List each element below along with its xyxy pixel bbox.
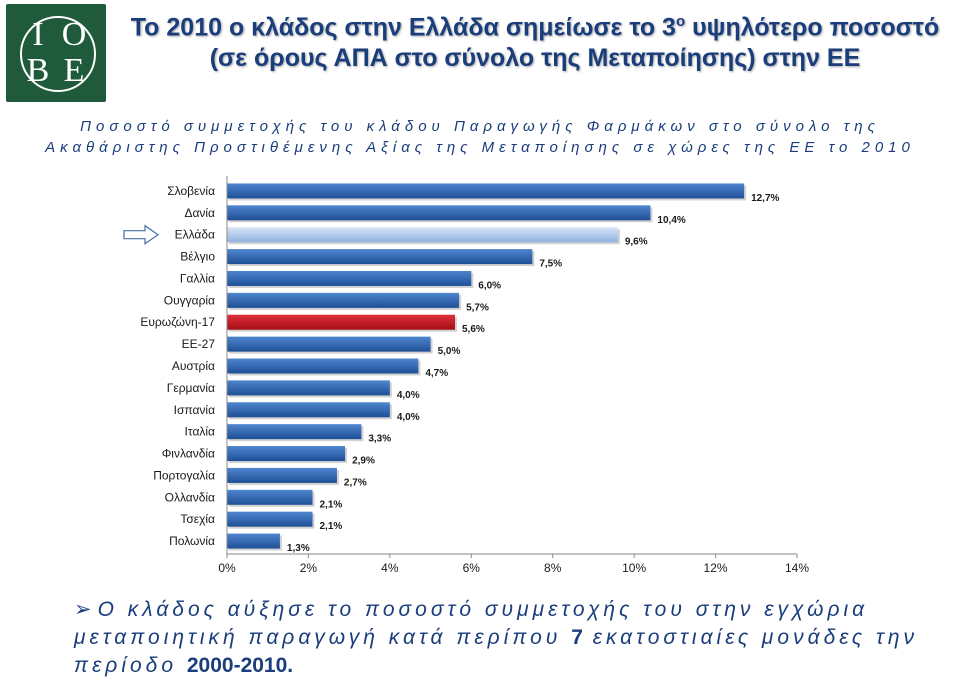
- bar: [227, 183, 745, 199]
- chart-title-text: Ποσοστό συμμετοχής του κλάδου Παραγωγής …: [45, 118, 915, 156]
- bar: [227, 446, 346, 462]
- category-label: Ιταλία: [185, 425, 216, 439]
- value-label: 5,6%: [462, 324, 485, 335]
- value-label: 3,3%: [368, 434, 391, 445]
- iobe-logo-icon: I O B E: [6, 4, 106, 102]
- category-label: Φινλανδία: [162, 447, 215, 461]
- value-label: 4,7%: [425, 368, 448, 379]
- x-tick-label: 2%: [300, 561, 318, 575]
- category-label: Πορτογαλία: [153, 468, 215, 482]
- x-tick-label: 0%: [218, 561, 236, 575]
- value-label: 2,7%: [344, 477, 367, 488]
- title-part-2: υψηλότερο ποσοστό (σε όρους ΑΠΑ στο σύνο…: [209, 13, 940, 73]
- value-label: 12,7%: [751, 193, 779, 204]
- bar: [227, 314, 455, 330]
- category-label: Γερμανία: [167, 381, 215, 395]
- logo-letter-2: O: [61, 16, 87, 53]
- value-label: 10,4%: [657, 215, 685, 226]
- bullet-arrow-icon: ➢: [74, 598, 92, 621]
- value-label: 2,1%: [320, 521, 343, 532]
- value-label: 1,3%: [287, 543, 310, 554]
- category-label: Δανία: [184, 206, 215, 220]
- value-label: 2,9%: [352, 456, 375, 467]
- x-tick-label: 14%: [785, 561, 809, 575]
- value-label: 4,0%: [397, 390, 420, 401]
- category-label: Αυστρία: [172, 359, 215, 373]
- category-label: Ουγγαρία: [164, 293, 215, 307]
- bar: [227, 292, 460, 308]
- bar: [227, 205, 651, 221]
- bullet-text-main: Ο κλάδος αύξησε το ποσοστό συμμετοχής το…: [74, 598, 869, 649]
- bar: [227, 489, 313, 505]
- arrow-right-icon: [123, 224, 160, 245]
- bar: [227, 402, 390, 418]
- bar: [227, 467, 337, 483]
- value-label: 2,1%: [320, 499, 343, 510]
- logo-letter-1: I: [32, 16, 44, 53]
- category-label: Ελλάδα: [175, 228, 215, 242]
- bar: [227, 227, 618, 243]
- value-label: 4,0%: [397, 412, 420, 423]
- bullet-note: ➢ Ο κλάδος αύξησε το ποσοστό συμμετοχής τ…: [74, 596, 934, 680]
- page-title: Το 2010 ο κλάδος στην Ελλάδα σημείωσε το…: [120, 6, 950, 74]
- x-tick-label: 10%: [622, 561, 646, 575]
- bar: [227, 358, 419, 374]
- category-label: ΕΕ-27: [182, 337, 216, 351]
- logo-letter-4: E: [63, 52, 85, 89]
- bar: [227, 380, 390, 396]
- bullet-text-mid: εκατοστιαίες μονάδες την περίοδο: [74, 626, 918, 677]
- logo-ring: [20, 16, 96, 92]
- title-part-1: Το 2010 ο κλάδος στην Ελλάδα σημείωσε το…: [130, 13, 676, 42]
- bar: [227, 270, 472, 286]
- category-label: Σλοβενία: [167, 184, 215, 198]
- x-tick-label: 4%: [381, 561, 399, 575]
- category-label: Γαλλία: [180, 271, 215, 285]
- x-tick-label: 6%: [463, 561, 481, 575]
- bar: [227, 336, 431, 352]
- bar: [227, 533, 280, 549]
- category-label: Πολωνία: [169, 534, 215, 548]
- category-label: Βέλγιο: [180, 250, 215, 264]
- x-tick-label: 8%: [544, 561, 562, 575]
- title-superscript: ο: [675, 13, 686, 30]
- value-label: 6,0%: [478, 280, 501, 291]
- bullet-period: 2000-2010.: [186, 654, 294, 677]
- category-label: Ισπανία: [174, 403, 215, 417]
- value-label: 5,0%: [438, 346, 461, 357]
- bullet-number: 7: [571, 626, 583, 649]
- value-label: 7,5%: [539, 259, 562, 270]
- category-label: Τσεχία: [180, 512, 215, 526]
- chart-title: Ποσοστό συμμετοχής του κλάδου Παραγωγής …: [40, 116, 920, 158]
- value-label: 5,7%: [466, 302, 489, 313]
- bar: [227, 511, 313, 527]
- x-tick-label: 12%: [704, 561, 728, 575]
- bar: [227, 249, 533, 265]
- category-label: Ευρωζώνη-17: [140, 315, 215, 329]
- category-label: Ολλανδία: [165, 490, 215, 504]
- value-label: 9,6%: [625, 237, 648, 248]
- logo-letter-3: B: [26, 52, 50, 89]
- bar: [227, 424, 362, 440]
